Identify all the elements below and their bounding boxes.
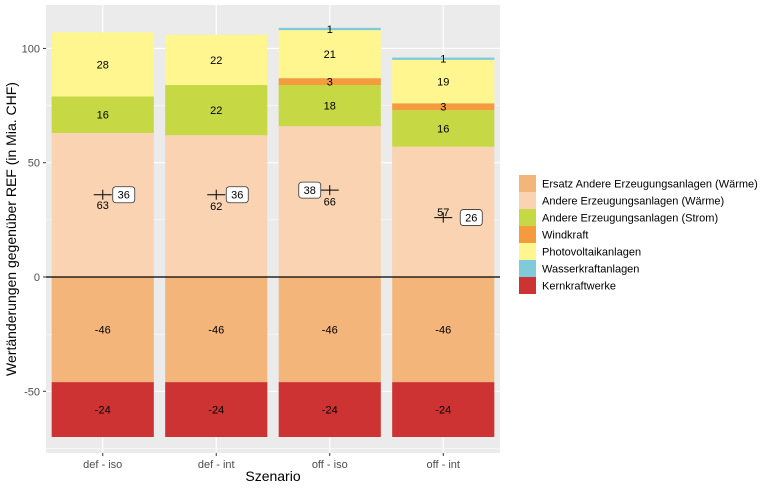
bar-segment: [165, 382, 268, 437]
bar-segment: [51, 96, 154, 133]
bar-segment: [278, 27, 381, 31]
bar-labels: -46 63 16 28 -24 -46 62 22 22 -24 -46 66 18 3 21 1 -24 -4…: [95, 24, 451, 417]
bar-value-label: 22: [210, 105, 222, 117]
legend-label: Photovoltaikanlagen: [542, 247, 641, 259]
legend-swatch: [519, 260, 536, 277]
bar-value-label: 66: [324, 197, 336, 209]
bar-segment: [392, 103, 495, 111]
bar-value-label: 63: [97, 200, 109, 212]
bar-value-label: -46: [208, 325, 224, 337]
total-label: 36: [118, 190, 130, 202]
x-tick-label: off - iso: [312, 459, 348, 471]
bar-segment: [165, 277, 268, 383]
bar-value-label: 3: [327, 77, 333, 89]
bar-segment: [392, 277, 495, 383]
bar-value-label: -24: [435, 405, 451, 417]
bar-segment: [51, 32, 154, 97]
bar-segment: [165, 34, 268, 85]
total-label-box: [225, 186, 249, 204]
legend-swatch: [519, 209, 536, 226]
bar-segment: [278, 126, 381, 278]
bar-segment: [392, 110, 495, 147]
bar-segment: [392, 57, 495, 60]
legend-swatch: [519, 175, 536, 192]
bar-segment: [165, 135, 268, 277]
legend-label: Windkraft: [542, 230, 588, 242]
bar-segment: [278, 382, 381, 437]
bar-value-label: 3: [440, 102, 446, 114]
bar-value-label: 16: [437, 123, 449, 135]
y-tick-label: 100: [22, 43, 40, 55]
bar-value-label: 18: [324, 101, 336, 113]
bar-value-label: 16: [97, 110, 109, 122]
y-axis-title: Wertänderungen gegenüber REF (in Mia. CH…: [3, 82, 19, 376]
x-axis: def - iso def - int off - iso off - int: [83, 453, 460, 471]
bars: [51, 27, 495, 437]
bar-value-label: 21: [324, 49, 336, 61]
total-label: 26: [465, 213, 477, 225]
x-axis-title: Szenario: [245, 468, 300, 484]
y-axis: -50 0 50 100: [22, 43, 46, 398]
y-tick-label: -50: [24, 386, 40, 398]
total-label-box: [459, 209, 483, 226]
bar-segment: [278, 277, 381, 383]
bar-segment: [278, 85, 381, 127]
bar-value-label: -24: [322, 405, 338, 417]
legend: Ersatz Andere Erzeugungsanlagen (Wärme) A…: [519, 175, 758, 294]
total-label-box: [112, 186, 136, 204]
bar-segment: [51, 277, 154, 383]
bar-segment: [51, 382, 154, 437]
bar-value-label: -46: [322, 325, 338, 337]
bar-segment: [51, 133, 154, 277]
legend-swatch: [519, 226, 536, 243]
bar-segment: [278, 30, 381, 79]
x-tick-label: def - int: [198, 459, 235, 471]
bar-value-label: 19: [437, 77, 449, 89]
bar-value-label: 62: [210, 201, 222, 213]
bar-value-label: 28: [97, 59, 109, 71]
x-tick-label: def - iso: [83, 459, 122, 471]
legend-label: Andere Erzeugungsanlagen (Strom): [542, 213, 718, 225]
legend-label: Kernkraftwerke: [542, 281, 616, 293]
bar-value-label: 1: [327, 24, 333, 36]
bar-value-label: -24: [95, 405, 111, 417]
bar-value-label: -46: [95, 325, 111, 337]
total-label: 36: [231, 190, 243, 202]
legend-label: Wasserkraftanlagen: [542, 264, 639, 276]
y-tick-label: 50: [28, 158, 40, 170]
bar-segment: [392, 382, 495, 437]
legend-label: Andere Erzeugungsanlagen (Wärme): [542, 196, 724, 208]
bar-value-label: 22: [210, 55, 222, 67]
legend-swatch: [519, 192, 536, 209]
y-tick-label: 0: [34, 272, 40, 284]
bar-segment: [392, 59, 495, 104]
x-tick-label: off - int: [427, 459, 460, 471]
bar-value-label: -46: [435, 325, 451, 337]
bar-value-label: 1: [440, 54, 446, 66]
total-label: 38: [304, 185, 316, 197]
total-label-box: [298, 181, 322, 199]
legend-label: Ersatz Andere Erzeugungsanlagen (Wärme): [542, 179, 758, 191]
legend-swatch: [519, 243, 536, 260]
bar-segment: [165, 85, 268, 136]
total-markers: 36 36 38 26: [93, 181, 483, 226]
bar-segment: [278, 78, 381, 85]
bar-value-label: -24: [208, 405, 224, 417]
legend-swatch: [519, 277, 536, 294]
